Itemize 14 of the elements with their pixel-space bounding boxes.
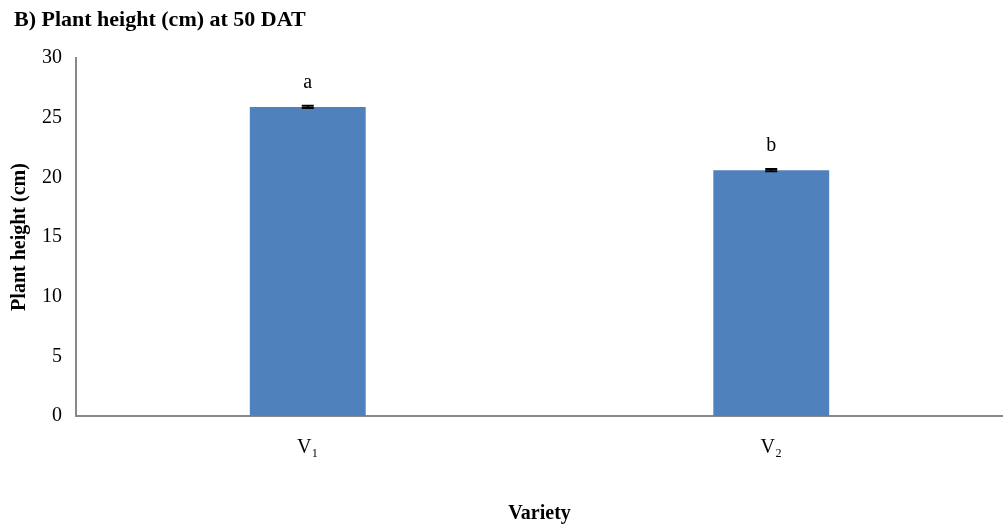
y-tick-label: 15 xyxy=(42,224,62,247)
y-tick-label: 20 xyxy=(42,164,62,187)
y-tick-label: 5 xyxy=(52,343,62,366)
annotation: a xyxy=(303,70,313,93)
x-axis-title: Variety xyxy=(508,501,571,525)
y-axis-title: Plant height (cm) xyxy=(7,163,31,311)
annotation: b xyxy=(766,133,777,156)
y-tick-label: 10 xyxy=(42,283,62,306)
x-tick-label: V₁ xyxy=(297,435,319,458)
y-tick-label: 25 xyxy=(42,104,62,127)
y-tick-label: 0 xyxy=(52,403,62,426)
y-tick-label: 30 xyxy=(42,45,62,68)
x-tick-label: V₂ xyxy=(760,435,782,458)
chart-title: B) Plant height (cm) at 50 DAT xyxy=(14,6,306,32)
